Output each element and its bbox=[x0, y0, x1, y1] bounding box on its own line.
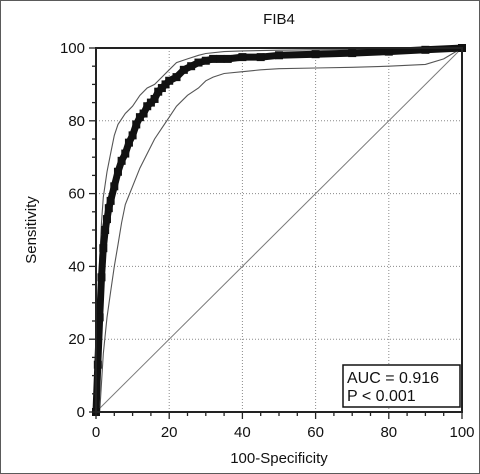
roc-point bbox=[173, 73, 181, 81]
x-tick-label-80: 80 bbox=[380, 424, 397, 441]
roc-point bbox=[216, 55, 224, 63]
x-tick-labels: 0 20 40 60 80 100 bbox=[92, 424, 475, 441]
x-tick-label-40: 40 bbox=[234, 424, 251, 441]
roc-point bbox=[107, 197, 115, 205]
roc-point bbox=[114, 168, 122, 176]
x-tick-label-60: 60 bbox=[307, 424, 324, 441]
x-tick-label-20: 20 bbox=[161, 424, 178, 441]
y-tick-label-60: 60 bbox=[68, 186, 85, 203]
x-tick-marks bbox=[96, 412, 462, 419]
roc-point bbox=[312, 50, 320, 58]
y-axis-label: Sensitivity bbox=[23, 196, 40, 264]
roc-point bbox=[105, 204, 113, 212]
y-tick-label-0: 0 bbox=[77, 404, 85, 421]
roc-point bbox=[275, 51, 283, 59]
roc-point bbox=[180, 66, 188, 74]
roc-point bbox=[348, 49, 356, 57]
y-tick-label-40: 40 bbox=[68, 258, 85, 275]
roc-point bbox=[110, 182, 118, 190]
roc-point bbox=[97, 273, 105, 281]
roc-point bbox=[202, 57, 210, 65]
p-value-label: P < 0.001 bbox=[347, 388, 416, 405]
roc-point bbox=[165, 77, 173, 85]
y-tick-label-100: 100 bbox=[60, 40, 85, 57]
roc-point bbox=[194, 59, 202, 67]
roc-point bbox=[257, 53, 265, 61]
roc-point bbox=[103, 215, 111, 223]
roc-point bbox=[101, 226, 109, 234]
roc-point bbox=[129, 131, 137, 139]
x-tick-label-100: 100 bbox=[449, 424, 474, 441]
x-axis-label: 100-Specificity bbox=[230, 450, 328, 467]
roc-point bbox=[238, 53, 246, 61]
roc-point bbox=[140, 110, 148, 118]
roc-point bbox=[224, 55, 232, 63]
roc-point bbox=[118, 157, 126, 165]
y-tick-marks bbox=[89, 48, 96, 412]
y-tick-labels: 0 20 40 60 80 100 bbox=[60, 40, 85, 421]
auc-annotation-box: AUC = 0.916 P < 0.001 bbox=[343, 365, 460, 407]
y-tick-label-20: 20 bbox=[68, 331, 85, 348]
auc-label: AUC = 0.916 bbox=[347, 370, 439, 387]
chart-title: FIB4 bbox=[263, 11, 295, 28]
roc-point bbox=[209, 55, 217, 63]
roc-point bbox=[121, 150, 129, 158]
y-tick-label-80: 80 bbox=[68, 113, 85, 130]
roc-point bbox=[99, 244, 107, 252]
x-tick-label-0: 0 bbox=[92, 424, 100, 441]
roc-point bbox=[132, 120, 140, 128]
roc-point bbox=[151, 95, 159, 103]
roc-point bbox=[187, 62, 195, 70]
roc-point bbox=[125, 139, 133, 147]
